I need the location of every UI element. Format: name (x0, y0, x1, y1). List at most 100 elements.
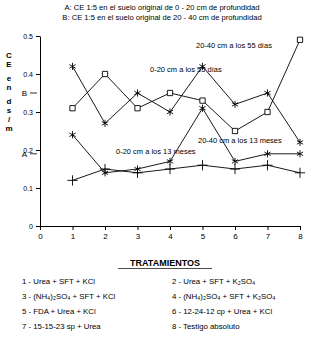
x-tick-mark (268, 226, 269, 230)
plot-marks (67, 37, 305, 185)
series-marker (232, 101, 238, 108)
series-line (73, 40, 301, 131)
series-marker (69, 131, 75, 138)
y-tick-mark (36, 74, 40, 75)
x-tick: 4 (168, 226, 173, 241)
y-tick-mark (36, 150, 40, 151)
x-tick-label: 5 (201, 232, 206, 241)
x-tick-label: 0 (38, 232, 43, 241)
x-tick-label: 4 (168, 232, 173, 241)
y-tick: 0.3 (23, 109, 40, 116)
x-tick: 2 (103, 226, 108, 241)
series-marker (102, 71, 107, 76)
y-tick-mark (36, 112, 40, 113)
series-line (73, 66, 301, 142)
x-tick-label: 1 (71, 232, 76, 241)
title: A: CE 1:5 en el suelo original de 0 - 20… (64, 3, 259, 12)
series-marker (100, 164, 110, 174)
series-marker (297, 139, 303, 146)
y-axis: 00.10.20.30.40.5 (23, 33, 40, 230)
x-tick: 0 (38, 226, 43, 241)
treatment-item: 4 - (NH₄)₂SO₄ + SFT + K₂SO₄ (172, 292, 275, 301)
annotation-label: B (22, 89, 27, 98)
y-tick-mark (36, 226, 40, 227)
x-tick-label: 2 (103, 232, 108, 241)
series-label: 0-20 cm a los 55 días (150, 65, 222, 74)
series-marker (102, 120, 108, 127)
treatments-title: TRATAMIENTOS (130, 258, 200, 268)
x-tick: 5 (201, 226, 206, 241)
x-tick-mark (73, 226, 74, 230)
series-marker (265, 109, 270, 114)
series-marker (165, 164, 175, 174)
x-tick: 7 (266, 226, 271, 241)
x-tick-mark (203, 226, 204, 230)
x-tick-mark (138, 226, 139, 230)
series-marker (200, 98, 205, 103)
series-marker (264, 150, 270, 157)
series-label: 0-20 cm a los 13 meses (116, 147, 196, 156)
y-tick-mark (36, 36, 40, 37)
y-tick: 0.5 (23, 33, 40, 40)
x-tick: 1 (71, 226, 76, 241)
series-marker (232, 128, 237, 133)
x-tick: 3 (136, 226, 141, 241)
treatment-item: 1 - Urea + SFT + KCl (22, 277, 95, 286)
series-marker (135, 106, 140, 111)
series-marker (295, 168, 305, 178)
x-axis: 0 1 2 3 4 5 6 7 8 (38, 226, 303, 241)
series-line (73, 165, 301, 180)
x-tick-mark (105, 226, 106, 230)
y-tick-label: 0.3 (23, 109, 33, 116)
annotation-mark (30, 153, 37, 154)
x-tick-label: 7 (266, 232, 271, 241)
series-marker (264, 89, 270, 96)
subtitle: B: CE 1:5 en el suelo original de 20 - 4… (62, 13, 261, 22)
annotation-mark (30, 93, 37, 94)
y-tick: 0.1 (23, 185, 40, 192)
y-tick-label: 0.4 (23, 71, 33, 78)
treatment-item: 6 - 12-24-12 cp + Urea + KCl (172, 307, 272, 316)
treatment-item: 7 - 15-15-23 sp + Urea (22, 322, 101, 331)
series-marker (297, 150, 303, 157)
series-label: 20-40 cm a los 55 días (196, 41, 272, 50)
x-tick-mark (170, 226, 171, 230)
x-tick-label: 3 (136, 232, 141, 241)
x-tick: 8 (298, 226, 303, 241)
treatment-item: 8 - Testigo absoluto (172, 322, 240, 331)
series-marker (70, 106, 75, 111)
treatment-item: 3 - (NH₄)₂SO₄ + SFT + KCl (22, 292, 116, 301)
series-marker (262, 160, 272, 170)
y-axis-title: CE en ds/m (5, 51, 12, 133)
series-marker (167, 90, 172, 95)
series-marker (132, 168, 142, 178)
y-tick-label: 0 (29, 223, 33, 230)
x-tick-mark (40, 226, 41, 230)
x-tick-mark (235, 226, 236, 230)
series-label: 20-40 cm a los 13 meses (198, 136, 282, 145)
x-tick: 6 (233, 226, 238, 241)
x-tick-label: 6 (233, 232, 238, 241)
y-tick-label: 0.1 (23, 185, 33, 192)
series-marker (67, 175, 77, 185)
chart: A: CE 1:5 en el suelo original de 0 - 20… (0, 0, 325, 360)
series-marker (134, 89, 140, 96)
y-tick: 0 (29, 223, 40, 230)
series-line (73, 108, 301, 173)
treatment-item: 5 - FDA + Urea + KCl (22, 307, 96, 316)
treatments-underline (118, 268, 212, 269)
y-axis-line (40, 37, 41, 227)
treatment-item: 2 - Urea + SFT + K₂SO₄ (172, 277, 255, 286)
y-tick: 0.4 (23, 71, 40, 78)
series-marker (167, 108, 173, 115)
annotation-label: A (22, 150, 28, 159)
y-tick-label: 0.5 (23, 33, 33, 40)
series-marker (69, 63, 75, 70)
series-marker (197, 160, 207, 170)
series-marker (297, 37, 302, 42)
series-marker (199, 105, 205, 112)
series-marker (230, 164, 240, 174)
y-tick-mark (36, 188, 40, 189)
x-tick-mark (300, 226, 301, 230)
x-tick-label: 8 (298, 232, 303, 241)
